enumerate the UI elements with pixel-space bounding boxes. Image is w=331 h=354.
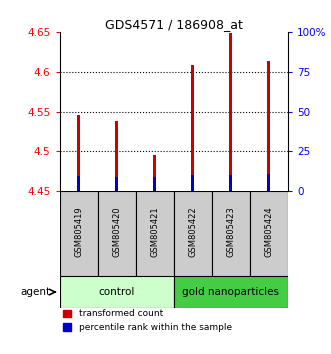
Bar — [174, 276, 288, 308]
Bar — [115, 121, 118, 177]
Bar — [60, 276, 174, 308]
Bar — [115, 177, 118, 191]
Bar — [267, 175, 270, 191]
Bar — [191, 175, 194, 191]
Legend: transformed count, percentile rank within the sample: transformed count, percentile rank withi… — [60, 306, 235, 336]
Bar — [229, 34, 232, 175]
Bar — [212, 191, 250, 276]
Bar — [136, 191, 174, 276]
Bar — [250, 191, 288, 276]
Bar — [98, 191, 136, 276]
Bar — [60, 191, 98, 276]
Title: GDS4571 / 186908_at: GDS4571 / 186908_at — [105, 18, 243, 31]
Text: GSM805421: GSM805421 — [150, 207, 159, 257]
Text: GSM805419: GSM805419 — [74, 207, 83, 257]
Bar — [229, 175, 232, 191]
Bar — [153, 155, 156, 177]
Text: GSM805420: GSM805420 — [112, 207, 121, 257]
Bar — [153, 177, 156, 191]
Text: GSM805423: GSM805423 — [226, 207, 235, 257]
Bar — [174, 191, 212, 276]
Text: GSM805422: GSM805422 — [188, 207, 197, 257]
Text: gold nanoparticles: gold nanoparticles — [182, 287, 279, 297]
Text: control: control — [99, 287, 135, 297]
Bar — [267, 61, 270, 175]
Text: GSM805424: GSM805424 — [264, 207, 273, 257]
Bar — [191, 65, 194, 175]
Bar — [77, 176, 80, 191]
Text: agent: agent — [20, 287, 50, 297]
Bar — [77, 115, 80, 176]
